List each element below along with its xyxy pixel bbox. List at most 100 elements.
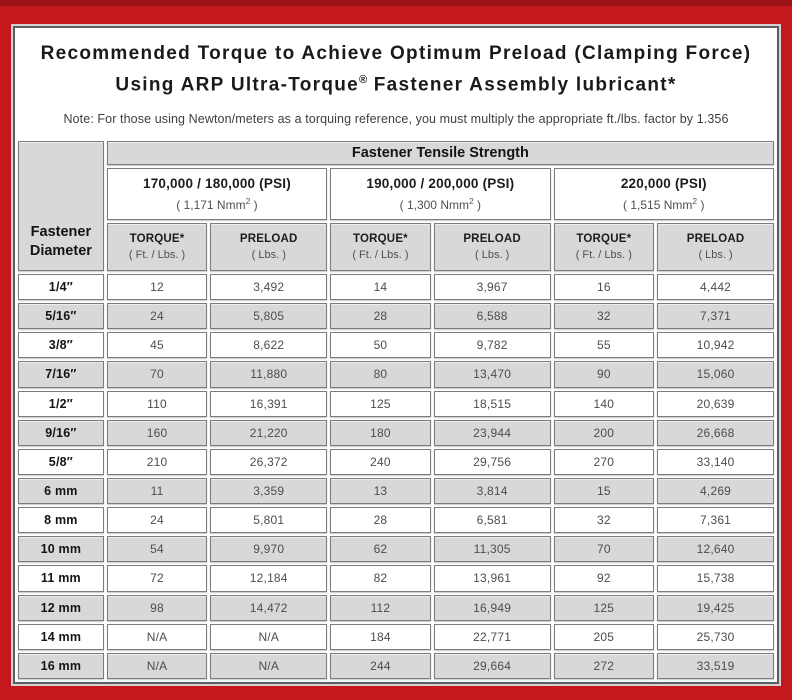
table-row: 5/8″ 210 26,372 240 29,756 270 33,140: [18, 448, 774, 475]
torque-value-cell: 70: [553, 536, 655, 563]
torque-value-cell: 24: [106, 303, 208, 330]
table-row: 1/4″ 12 3,492 14 3,967 16 4,442: [18, 274, 774, 301]
fastener-diameter-cell: 5/8″: [18, 448, 104, 475]
page-title-line-2: Using ARP Ultra-Torque® Fastener Assembl…: [23, 67, 769, 98]
torque-value-cell: 98: [106, 594, 208, 621]
psi-rating-header-row: 170,000 / 180,000 (PSI) ( 1,171 Nmm2 ) 1…: [18, 168, 774, 220]
preload-value-cell: 3,967: [433, 274, 551, 301]
torque-value-cell: 62: [330, 536, 431, 563]
preload-value-cell: 7,371: [657, 303, 774, 330]
preload-value-cell: 7,361: [657, 507, 774, 534]
preload-value-cell: 4,442: [657, 274, 774, 301]
torque-value-cell: 240: [330, 448, 431, 475]
preload-value-cell: 29,756: [433, 448, 551, 475]
torque-value-cell: 125: [553, 594, 655, 621]
fastener-diameter-header-line-2: Diameter: [29, 243, 92, 259]
torque-value-cell: 28: [330, 303, 431, 330]
torque-value-cell: 11: [106, 477, 208, 505]
title-line-2-text: Using ARP Ultra-Torque: [115, 74, 360, 96]
torque-value-cell: 14: [330, 274, 431, 301]
title-block: Recommended Torque to Achieve Optimum Pr…: [15, 28, 777, 138]
torque-value-cell: 210: [106, 448, 208, 475]
table-row: 14 mm N/A N/A 184 22,771 205 25,730: [18, 623, 774, 650]
torque-column-header-1: TORQUE* ( Ft. / Lbs. ): [106, 223, 208, 271]
torque-value-cell: 80: [330, 361, 431, 388]
preload-value-cell: 26,668: [657, 419, 774, 446]
fastener-diameter-cell: 11 mm: [18, 565, 104, 592]
preload-value-cell: 6,588: [433, 303, 551, 330]
preload-value-cell: 11,880: [210, 361, 328, 388]
torque-value-cell: 50: [330, 332, 431, 359]
preload-value-cell: 13,961: [433, 565, 551, 592]
torque-value-cell: 55: [553, 332, 655, 359]
preload-value-cell: 16,391: [210, 390, 328, 417]
preload-value-cell: 3,814: [433, 477, 551, 505]
torque-value-cell: 140: [553, 390, 655, 417]
preload-value-cell: 18,515: [433, 390, 551, 417]
fastener-diameter-header-line-1: Fastener: [30, 224, 92, 240]
torque-value-cell: 270: [553, 448, 655, 475]
preload-column-header-2: PRELOAD ( Lbs. ): [433, 223, 551, 271]
table-row: 8 mm 24 5,801 28 6,581 32 7,361: [18, 507, 774, 534]
preload-value-cell: 21,220: [210, 419, 328, 446]
table-row: 10 mm 54 9,970 62 11,305 70 12,640: [18, 536, 774, 563]
table-row: 5/16″ 24 5,805 28 6,588 32 7,371: [18, 303, 774, 330]
preload-value-cell: 3,359: [210, 477, 328, 505]
preload-value-cell: 8,622: [210, 332, 328, 359]
torque-value-cell: 54: [106, 536, 208, 563]
preload-value-cell: 9,782: [433, 332, 551, 359]
torque-value-cell: 184: [330, 623, 431, 650]
torque-value-cell: 160: [106, 419, 208, 446]
psi-label: 170,000 / 180,000 (PSI): [142, 176, 291, 191]
preload-value-cell: 16,949: [433, 594, 551, 621]
preload-value-cell: 25,730: [657, 623, 774, 650]
nmm-label: ( 1,171 Nmm2 ): [176, 196, 258, 212]
preload-value-cell: 9,970: [210, 536, 328, 563]
fastener-diameter-cell: 6 mm: [18, 477, 104, 505]
fastener-diameter-cell: 3/8″: [18, 332, 104, 359]
nmm-label: ( 1,300 Nmm2 ): [399, 196, 482, 212]
torque-value-cell: 92: [553, 565, 655, 592]
preload-value-cell: 10,942: [657, 332, 774, 359]
torque-value-cell: 15: [553, 477, 655, 505]
preload-value-cell: 33,519: [657, 652, 774, 679]
preload-value-cell: 33,140: [657, 448, 774, 475]
table-body: 1/4″ 12 3,492 14 3,967 16 4,442 5/16″ 24 5,805 28 6…: [18, 274, 774, 679]
conversion-note: Note: For those using Newton/meters as a…: [63, 112, 729, 127]
torque-column-header-3: TORQUE* ( Ft. / Lbs. ): [553, 223, 655, 271]
table-row: 16 mm N/A N/A 244 29,664 272 33,519: [18, 652, 774, 679]
torque-value-cell: 16: [553, 274, 655, 301]
table-row: 6 mm 11 3,359 13 3,814 15 4,269: [18, 477, 774, 505]
preload-value-cell: 13,470: [433, 361, 551, 388]
torque-value-cell: 90: [553, 361, 655, 388]
preload-column-header-1: PRELOAD ( Lbs. ): [210, 223, 328, 271]
fastener-diameter-cell: 9/16″: [18, 419, 104, 446]
torque-value-cell: 32: [553, 507, 655, 534]
preload-value-cell: 15,060: [657, 361, 774, 388]
torque-value-cell: 28: [330, 507, 431, 534]
torque-value-cell: 32: [553, 303, 655, 330]
preload-value-cell: 23,944: [433, 419, 551, 446]
preload-value-cell: 26,372: [210, 448, 328, 475]
title-line-2-text-cont: Fastener Assembly lubricant*: [367, 74, 677, 96]
preload-value-cell: 4,269: [657, 477, 774, 505]
torque-value-cell: N/A: [106, 652, 208, 679]
psi-group-220: 220,000 (PSI) ( 1,515 Nmm2 ): [553, 168, 774, 220]
fastener-diameter-cell: 7/16″: [18, 361, 104, 388]
table-row: 7/16″ 70 11,880 80 13,470 90 15,060: [18, 361, 774, 388]
fastener-diameter-cell: 12 mm: [18, 594, 104, 621]
torque-value-cell: 272: [553, 652, 655, 679]
preload-value-cell: 5,801: [210, 507, 328, 534]
fastener-diameter-cell: 1/4″: [18, 274, 104, 301]
torque-value-cell: 12: [106, 274, 208, 301]
torque-label: TORQUE*: [129, 233, 185, 245]
preload-label: PRELOAD: [686, 233, 745, 245]
fastener-tensile-strength-header: Fastener Tensile Strength: [106, 141, 774, 165]
preload-value-cell: 3,492: [210, 274, 328, 301]
torque-value-cell: 70: [106, 361, 208, 388]
psi-group-170-180: 170,000 / 180,000 (PSI) ( 1,171 Nmm2 ): [106, 168, 328, 220]
fastener-diameter-cell: 16 mm: [18, 652, 104, 679]
frame-top-dark-strip: [0, 0, 792, 6]
preload-value-cell: 15,738: [657, 565, 774, 592]
preload-value-cell: 20,639: [657, 390, 774, 417]
